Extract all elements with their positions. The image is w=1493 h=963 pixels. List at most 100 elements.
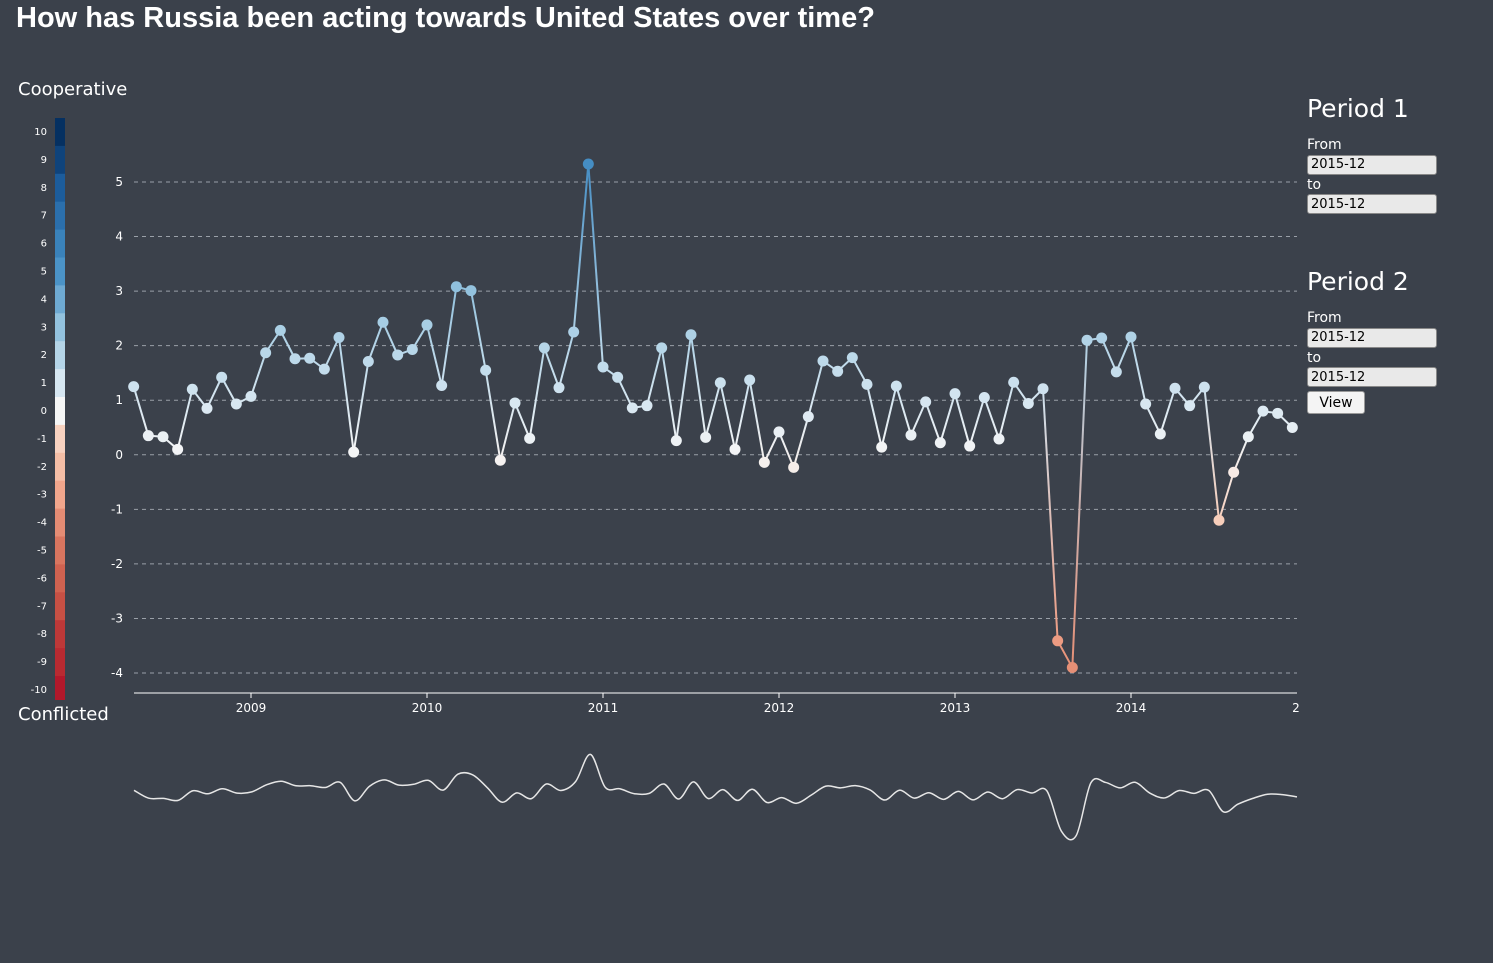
scale-swatch [55, 201, 65, 231]
data-point[interactable] [656, 342, 668, 354]
data-point[interactable] [1242, 431, 1254, 443]
line-segment [792, 416, 810, 468]
line-segment [558, 331, 575, 388]
data-point[interactable] [377, 316, 389, 328]
data-point[interactable] [348, 446, 360, 458]
data-point[interactable] [817, 355, 829, 367]
data-point[interactable] [1022, 397, 1034, 409]
data-point[interactable] [612, 371, 624, 383]
data-point[interactable] [392, 349, 404, 361]
data-point[interactable] [1110, 366, 1122, 378]
data-point[interactable] [289, 353, 301, 365]
overview-brush-chart[interactable] [0, 740, 1300, 850]
view-button[interactable]: View [1307, 391, 1365, 414]
data-point[interactable] [436, 379, 448, 391]
line-segment [250, 352, 267, 397]
data-point[interactable] [142, 430, 154, 442]
line-segment [983, 397, 1000, 440]
data-point[interactable] [1169, 382, 1181, 394]
data-point[interactable] [934, 437, 946, 449]
data-point[interactable] [685, 329, 697, 341]
data-point[interactable] [744, 374, 756, 386]
data-point[interactable] [1125, 331, 1137, 343]
data-point[interactable] [1037, 383, 1049, 395]
data-point[interactable] [480, 364, 492, 376]
data-point[interactable] [450, 281, 462, 293]
data-point[interactable] [670, 435, 682, 447]
line-segment [719, 382, 736, 450]
data-point[interactable] [773, 426, 785, 438]
data-point[interactable] [714, 377, 726, 389]
period-1-title: Period 1 [1307, 94, 1409, 123]
line-segment [690, 334, 707, 438]
data-point[interactable] [201, 402, 213, 414]
data-point[interactable] [421, 319, 433, 331]
data-point[interactable] [949, 388, 961, 400]
data-point[interactable] [524, 432, 536, 444]
data-point[interactable] [216, 371, 228, 383]
data-point[interactable] [186, 383, 198, 395]
data-point[interactable] [509, 397, 521, 409]
data-point[interactable] [700, 431, 712, 443]
scale-swatch [55, 676, 65, 700]
data-point[interactable] [1066, 662, 1078, 674]
y-tick-label: 4 [115, 230, 123, 244]
data-point[interactable] [362, 355, 374, 367]
period-1-to-input[interactable] [1307, 194, 1437, 214]
data-point[interactable] [406, 343, 418, 355]
data-point[interactable] [1257, 405, 1269, 417]
data-point[interactable] [993, 433, 1005, 445]
data-point[interactable] [832, 365, 844, 377]
period-1-from-input[interactable] [1307, 154, 1437, 175]
data-point[interactable] [597, 361, 609, 373]
data-point[interactable] [1052, 635, 1064, 647]
data-point[interactable] [1184, 400, 1196, 412]
scale-swatch [55, 508, 65, 537]
data-point[interactable] [128, 381, 140, 393]
data-point[interactable] [333, 331, 345, 343]
data-point[interactable] [230, 398, 242, 410]
data-point[interactable] [978, 391, 990, 403]
data-point[interactable] [890, 380, 902, 392]
scale-swatch [55, 369, 65, 398]
data-point[interactable] [905, 429, 917, 441]
data-point[interactable] [538, 342, 550, 354]
data-point[interactable] [1286, 422, 1298, 433]
line-segment [352, 361, 370, 453]
data-point[interactable] [1213, 514, 1225, 526]
data-point[interactable] [465, 285, 477, 297]
data-point[interactable] [1081, 334, 1093, 346]
data-point[interactable] [1008, 376, 1020, 388]
period-2-to-input[interactable] [1307, 367, 1437, 387]
data-point[interactable] [1198, 381, 1210, 393]
data-point[interactable] [729, 443, 741, 455]
data-point[interactable] [920, 396, 932, 408]
data-point[interactable] [1228, 466, 1240, 478]
data-point[interactable] [1272, 407, 1284, 419]
data-point[interactable] [1154, 428, 1166, 440]
data-point[interactable] [626, 402, 638, 414]
data-point[interactable] [1096, 332, 1108, 344]
data-point[interactable] [876, 441, 888, 453]
data-point[interactable] [964, 440, 976, 452]
data-point[interactable] [172, 443, 184, 455]
data-point[interactable] [494, 454, 506, 466]
data-point[interactable] [582, 158, 594, 170]
data-point[interactable] [274, 324, 286, 336]
period-2-from-input[interactable] [1307, 327, 1437, 348]
data-point[interactable] [568, 326, 580, 338]
data-point[interactable] [304, 352, 316, 364]
data-point[interactable] [1140, 398, 1152, 410]
scale-tick-label: -4 [37, 518, 47, 529]
data-point[interactable] [758, 456, 770, 468]
data-point[interactable] [788, 461, 800, 473]
data-point[interactable] [861, 378, 873, 390]
data-point[interactable] [157, 431, 169, 443]
data-point[interactable] [260, 347, 272, 359]
data-point[interactable] [553, 382, 565, 394]
data-point[interactable] [245, 390, 257, 402]
data-point[interactable] [802, 411, 814, 423]
data-point[interactable] [846, 352, 858, 364]
data-point[interactable] [318, 363, 330, 375]
data-point[interactable] [641, 400, 653, 412]
